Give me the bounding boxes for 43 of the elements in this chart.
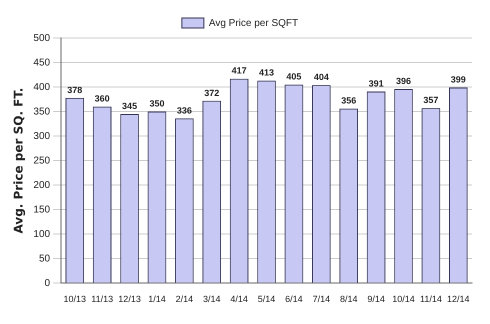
x-tick-label: 1/14 xyxy=(148,294,166,304)
data-label: 360 xyxy=(94,94,110,104)
legend-label: Avg Price per SQFT xyxy=(208,18,298,29)
data-label: 417 xyxy=(232,66,247,76)
x-tick-label: 4/14 xyxy=(230,294,248,304)
x-tick-label: 12/13 xyxy=(118,294,141,304)
y-tick-label: 450 xyxy=(33,57,51,68)
x-tick-label: 7/14 xyxy=(312,294,330,304)
data-label: 336 xyxy=(176,105,192,116)
data-label: 350 xyxy=(149,98,164,109)
y-tick-label: 200 xyxy=(33,180,51,191)
x-tick-label: 11/13 xyxy=(91,294,114,304)
y-tick-label: 400 xyxy=(33,82,51,93)
y-tick-label: 300 xyxy=(33,130,51,142)
x-tick-label: 10/13 xyxy=(64,294,86,304)
data-label: 372 xyxy=(204,88,220,98)
x-tick-label: 9/14 xyxy=(367,294,385,304)
data-label: 413 xyxy=(259,68,274,78)
data-label: 396 xyxy=(396,76,412,86)
y-tick-label: 100 xyxy=(33,228,51,240)
x-tick-label: 3/14 xyxy=(202,294,221,304)
x-tick-label: 2/14 xyxy=(176,294,194,304)
x-tick-label: 12/14 xyxy=(447,294,470,304)
data-label: 399 xyxy=(450,74,466,85)
y-axis-title: Avg. Price per SQ. FT. xyxy=(11,88,26,234)
x-tick-label: 5/14 xyxy=(258,294,276,304)
x-tick-label: 11/14 xyxy=(420,294,442,304)
y-tick-label: 350 xyxy=(33,106,51,118)
data-label: 391 xyxy=(368,78,384,88)
data-label: 405 xyxy=(286,72,302,82)
y-tick-label: 150 xyxy=(33,204,51,216)
data-label: 356 xyxy=(341,96,356,106)
data-label: 357 xyxy=(423,95,438,106)
y-tick-label: 50 xyxy=(38,253,51,264)
y-tick-label: 250 xyxy=(33,155,51,166)
data-label: 404 xyxy=(314,72,329,82)
y-tick-label: 0 xyxy=(44,278,51,289)
data-label: 345 xyxy=(122,100,138,111)
x-tick-label: 6/14 xyxy=(285,294,303,304)
data-label: 378 xyxy=(67,84,82,95)
y-tick-label: 500 xyxy=(33,32,51,44)
x-tick-label: 8/14 xyxy=(340,294,358,304)
x-tick-label: 10/14 xyxy=(392,294,415,304)
